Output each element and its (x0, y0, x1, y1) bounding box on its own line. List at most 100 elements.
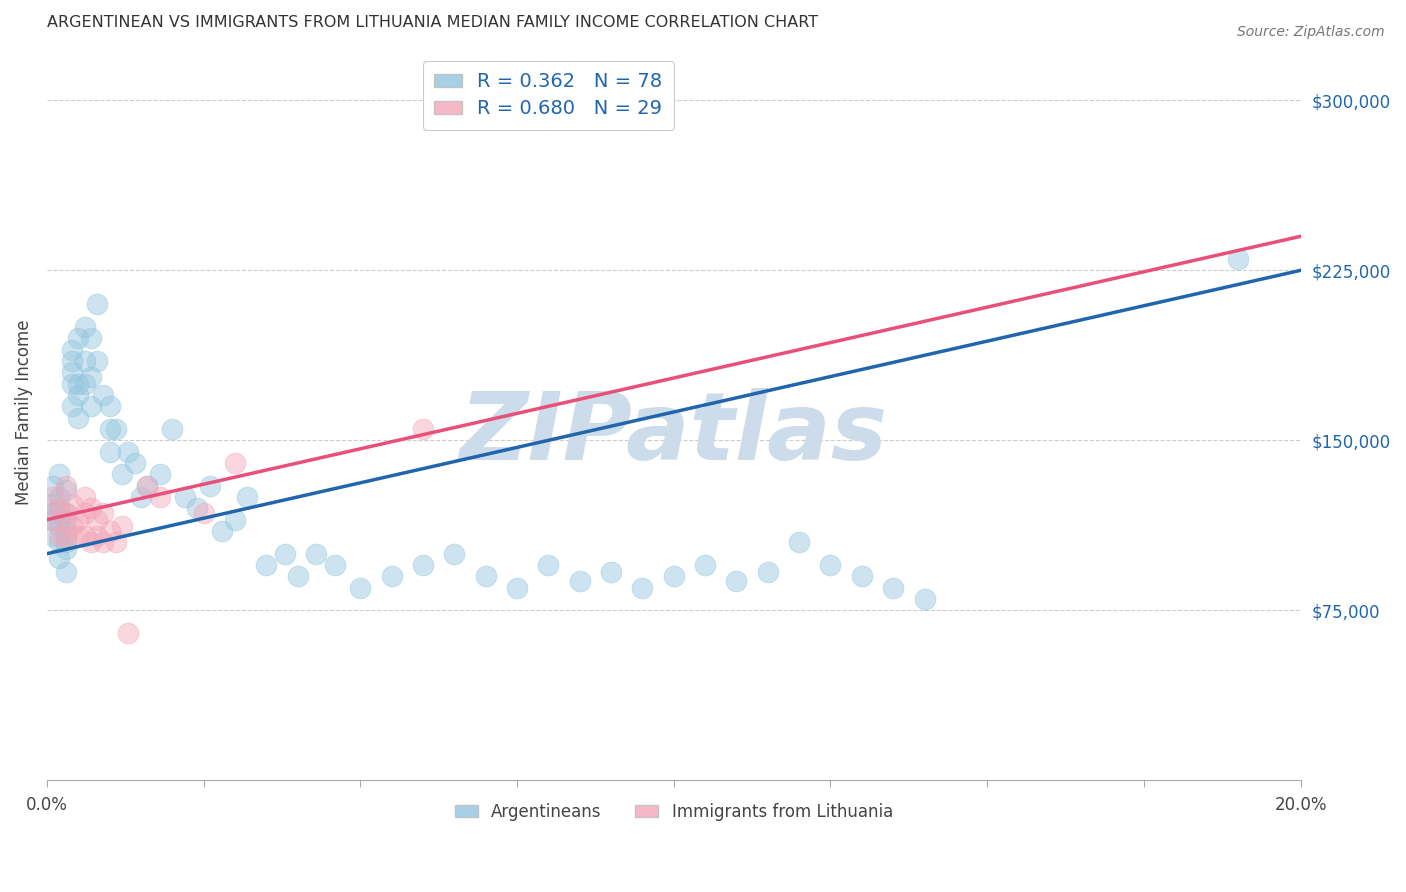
Point (186, 501, 208, 516)
Point (55, 513, 77, 527)
Point (193, 506, 215, 520)
Point (820, 558, 842, 572)
Point (42, 506, 65, 520)
Text: ZIPatlas: ZIPatlas (460, 388, 887, 480)
Point (91, 506, 114, 520)
Point (48, 501, 70, 516)
Point (73, 506, 96, 520)
Point (55, 483, 77, 498)
Point (86, 513, 108, 527)
Point (136, 478, 159, 492)
Point (60, 365, 83, 379)
Point (787, 535, 810, 549)
Point (568, 574, 591, 588)
Point (55, 542, 77, 557)
Point (98, 524, 121, 538)
Point (124, 456, 146, 470)
Point (851, 569, 873, 583)
Point (80, 535, 103, 549)
Point (60, 376, 83, 391)
Point (48, 501, 70, 516)
Point (287, 569, 309, 583)
Point (42, 490, 65, 504)
Point (67, 528, 90, 542)
Point (48, 467, 70, 482)
Point (91, 535, 114, 549)
Point (1226, 252, 1249, 266)
Point (42, 528, 65, 542)
Point (506, 581, 529, 595)
Point (914, 591, 936, 606)
Text: Source: ZipAtlas.com: Source: ZipAtlas.com (1237, 25, 1385, 39)
Point (149, 490, 172, 504)
Point (55, 506, 77, 520)
Point (662, 569, 685, 583)
Point (80, 400, 103, 414)
Point (42, 513, 65, 527)
Point (98, 444, 121, 458)
Point (73, 528, 96, 542)
Point (60, 519, 83, 533)
Point (98, 400, 121, 414)
Point (173, 490, 195, 504)
Point (117, 626, 139, 640)
Point (412, 558, 434, 572)
Point (55, 535, 77, 549)
Point (48, 551, 70, 566)
Point (198, 478, 221, 492)
Point (537, 558, 560, 572)
Point (104, 422, 127, 436)
Point (882, 581, 904, 595)
Point (60, 497, 83, 511)
Point (149, 467, 172, 482)
Point (80, 331, 103, 345)
Point (111, 467, 134, 482)
Point (725, 574, 748, 588)
Point (91, 388, 114, 402)
Point (55, 506, 77, 520)
Point (474, 569, 496, 583)
Point (98, 422, 121, 436)
Point (323, 558, 346, 572)
Point (67, 376, 90, 391)
Point (86, 297, 108, 311)
Point (73, 354, 96, 368)
Point (349, 581, 371, 595)
Point (117, 444, 139, 458)
Legend: Argentineans, Immigrants from Lithuania: Argentineans, Immigrants from Lithuania (449, 796, 900, 827)
Point (80, 369, 103, 384)
Point (48, 535, 70, 549)
Point (600, 565, 623, 579)
Point (443, 547, 465, 561)
Point (305, 547, 328, 561)
Point (60, 354, 83, 368)
Point (693, 558, 716, 572)
Point (381, 569, 404, 583)
Point (48, 519, 70, 533)
Point (55, 565, 77, 579)
Point (631, 581, 654, 595)
Point (104, 535, 127, 549)
Point (67, 410, 90, 425)
Point (412, 422, 434, 436)
Point (55, 524, 77, 538)
Point (42, 497, 65, 511)
Point (129, 490, 152, 504)
Point (224, 513, 246, 527)
Point (80, 501, 103, 516)
Point (111, 519, 134, 533)
Point (55, 478, 77, 492)
Point (55, 528, 77, 542)
Point (42, 513, 65, 527)
Point (756, 565, 779, 579)
Point (224, 456, 246, 470)
Point (162, 422, 184, 436)
Point (73, 376, 96, 391)
Point (48, 490, 70, 504)
Point (73, 490, 96, 504)
Text: ARGENTINEAN VS IMMIGRANTS FROM LITHUANIA MEDIAN FAMILY INCOME CORRELATION CHART: ARGENTINEAN VS IMMIGRANTS FROM LITHUANIA… (46, 15, 818, 30)
Point (42, 478, 65, 492)
Point (60, 400, 83, 414)
Point (136, 478, 159, 492)
Point (48, 528, 70, 542)
